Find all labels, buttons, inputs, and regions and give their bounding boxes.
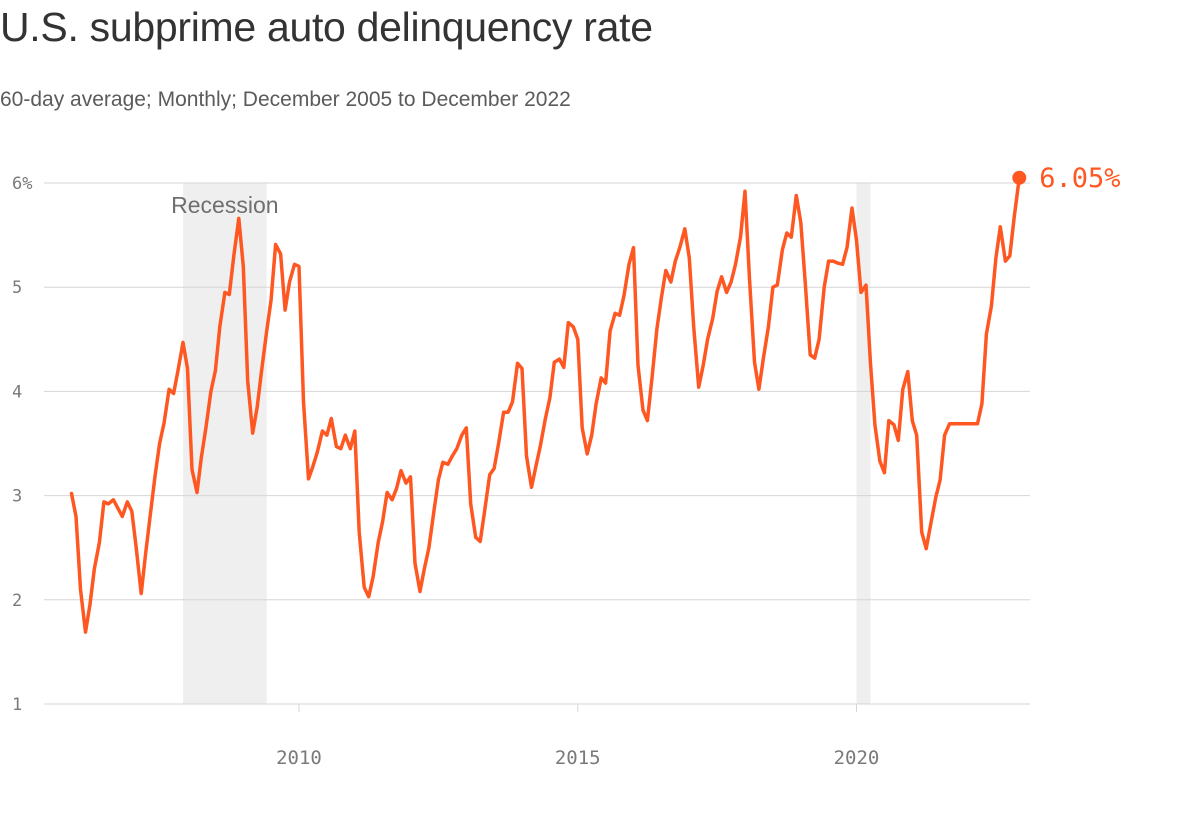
y-tick-label: 6% [12,174,32,194]
shaded-regions: Recession [171,183,871,704]
y-tick-label: 3 [12,487,22,507]
end-point-marker [1012,170,1027,185]
x-axis-ticks: 2010 2015 2020 [276,704,879,769]
shaded-region-0 [183,183,267,704]
y-tick-label: 1 [12,695,22,715]
chart-title: U.S. subprime auto delinquency rate [0,4,653,50]
y-tick-label: 5 [12,278,22,298]
end-value-label: 6.05% [1039,163,1120,194]
y-tick-label: 4 [12,382,22,402]
shaded-region-label: Recession [171,192,278,218]
y-axis-ticks: 1 2 3 4 5 6% [12,174,32,715]
series-line-0 [69,176,1022,634]
x-tick-label: 2010 [276,747,322,769]
y-tick-label: 2 [12,591,22,611]
series-layer: 6.05% [69,163,1121,634]
x-tick-label: 2015 [555,747,601,769]
x-tick-label: 2020 [834,747,880,769]
chart-subtitle: 60-day average; Monthly; December 2005 t… [0,88,571,111]
